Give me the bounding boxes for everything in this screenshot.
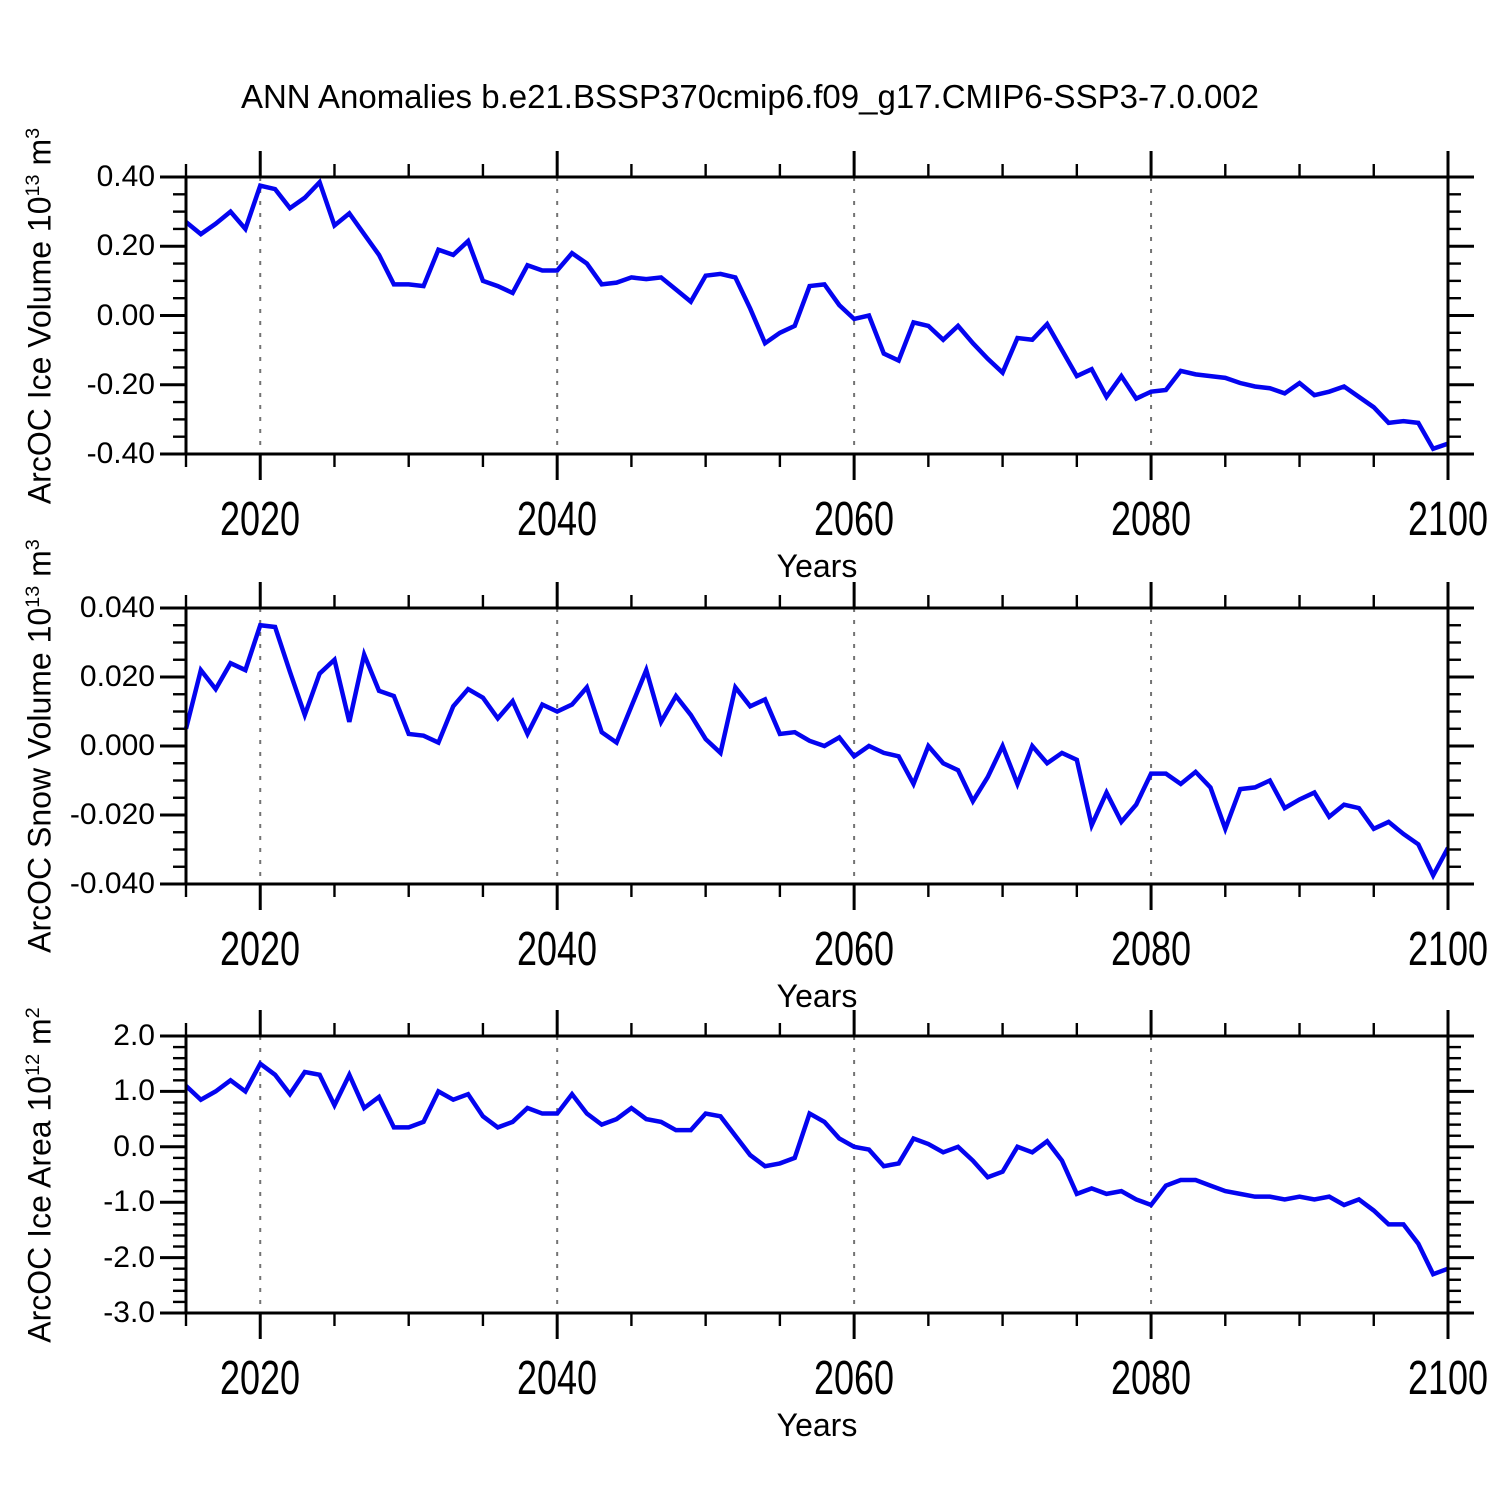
y-tick-label: 2.0 [113,1019,155,1052]
plot-area-ice-volume [160,151,1474,480]
y-axis-title-unit-exponent: 2 [21,1006,44,1018]
y-axis-title-exponent: 12 [21,1053,44,1076]
plot-area-snow-volume [160,582,1474,910]
x-tick-label: 2060 [814,923,895,976]
x-tick-label: 2040 [517,923,598,976]
y-tick-label: 0.020 [79,660,155,693]
y-tick-label: 0.000 [79,729,155,762]
y-tick-label: 0.00 [96,298,155,332]
x-axis-title: Years [776,548,858,584]
x-tick-label: 2040 [517,1352,598,1405]
x-axis-title: Years [776,1407,858,1443]
y-tick-label: 0.20 [96,229,155,263]
chart-title: ANN Anomalies b.e21.BSSP370cmip6.f09_g17… [240,78,1260,115]
y-tick-label: 0.040 [79,591,155,624]
plot-area-ice-area [160,1010,1474,1339]
y-tick-label: -0.20 [86,367,155,401]
x-tick-label: 2060 [814,493,895,546]
x-tick-label: 2020 [220,923,301,976]
y-tick-label: 0.40 [96,160,155,193]
x-tick-label: 2040 [517,493,598,546]
x-tick-label: 2100 [1407,923,1489,976]
x-tick-label: 2020 [220,493,301,546]
y-tick-label: -0.40 [86,437,155,470]
y-tick-label: -0.040 [69,867,155,900]
y-tick-label: -3.0 [103,1296,155,1329]
y-axis-title-unit-exponent: 3 [21,127,44,139]
x-tick-label: 2080 [1111,1352,1192,1405]
x-tick-label: 2100 [1407,1352,1489,1405]
y-axis-title-unit-exponent: 3 [21,539,44,551]
x-axis-title: Years [776,978,858,1014]
y-tick-label: -1.0 [103,1185,155,1219]
x-tick-label: 2080 [1111,493,1192,546]
x-tick-label: 2060 [814,1352,895,1405]
x-tick-label: 2100 [1407,493,1489,546]
y-tick-label: 1.0 [113,1074,155,1108]
x-tick-label: 2020 [220,1352,301,1405]
y-tick-label: -2.0 [103,1240,155,1274]
y-axis-title-unit: m [21,550,58,586]
x-tick-label: 2080 [1111,923,1192,976]
y-tick-label: -0.020 [69,798,155,831]
y-axis-title-ice-area: ArcOC Ice Area 1012 m2 [22,1007,59,1342]
y-tick-label: 0.0 [113,1129,155,1163]
